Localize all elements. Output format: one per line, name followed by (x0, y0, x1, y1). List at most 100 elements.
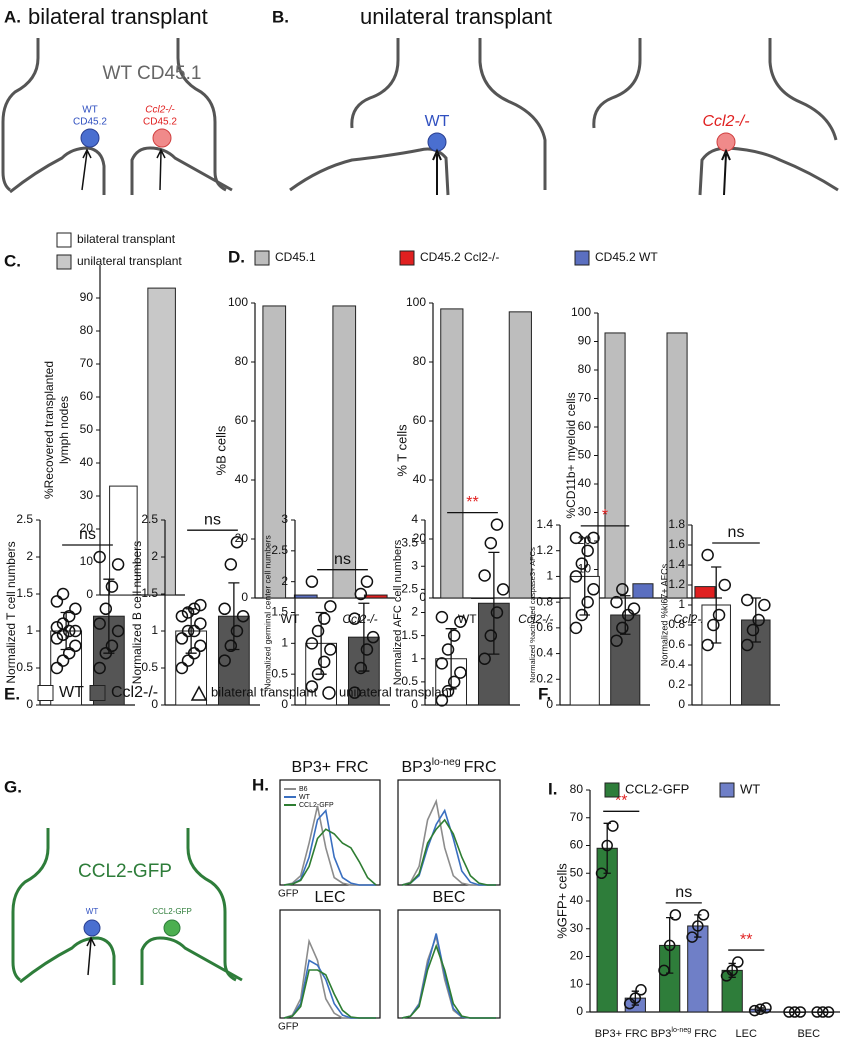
y-tick-label: 90 (578, 334, 592, 348)
legend-label: CD45.1 (275, 250, 316, 264)
bar (694, 586, 716, 599)
y-tick-label: 2 (151, 549, 158, 563)
lymph-node (716, 132, 736, 152)
data-point (441, 643, 455, 656)
data-point (587, 583, 600, 596)
data-point (50, 621, 64, 634)
data-point (305, 680, 319, 693)
body-outline (130, 146, 233, 195)
data-point (93, 617, 106, 630)
data-point (760, 1002, 772, 1014)
histogram-line (401, 943, 496, 1019)
y-tick-label: 1.2 (668, 577, 685, 591)
body-outline (9, 146, 106, 195)
y-axis-label: Normalized germinal center cell numbers (262, 535, 272, 689)
y-tick-label: 0 (26, 697, 33, 711)
y-tick-label: 40 (578, 476, 592, 490)
y-tick-label: 60 (578, 419, 592, 433)
y-tick-label: 40 (235, 472, 249, 486)
legend-swatch (56, 254, 72, 270)
bar (471, 597, 495, 599)
data-point (595, 867, 608, 879)
data-point (305, 575, 319, 588)
body-group (11, 828, 243, 985)
data-point (317, 612, 331, 625)
data-point (181, 606, 195, 619)
panel-label: F. (538, 684, 551, 703)
y-tick-label: 2.5 (16, 512, 33, 526)
y-tick-label: 0.6 (668, 637, 685, 651)
data-point (663, 939, 676, 952)
y-tick-label: 50 (578, 448, 592, 462)
y-tick-label: 1.4 (668, 557, 685, 571)
data-point (50, 661, 64, 675)
legend-swatch (254, 250, 270, 266)
panel-label: G. (4, 777, 22, 796)
data-point (484, 536, 498, 550)
y-tick-label: 0.5 (401, 674, 418, 688)
body-outline (19, 936, 116, 985)
legend-label: WT (740, 781, 760, 796)
y-tick-label: 0 (546, 697, 553, 711)
host-label: WT CD45.1 (103, 63, 202, 84)
bar (666, 332, 688, 599)
data-point (354, 587, 368, 601)
y-axis-label: % T cells (394, 424, 409, 477)
y-tick-label: 70 (570, 810, 584, 824)
data-point (175, 632, 189, 645)
histogram-line (401, 933, 496, 1019)
x-tick-label: WT (458, 612, 477, 626)
data-point (324, 643, 337, 656)
data-point (701, 638, 714, 652)
significance-label: ns (675, 884, 692, 901)
y-axis-label: %B cells (213, 425, 228, 475)
host-label: CCL2-GFP (78, 861, 172, 882)
data-point (478, 569, 491, 582)
y-tick-label: 0.2 (668, 677, 685, 691)
data-point (822, 1006, 835, 1018)
y-tick-label: 1 (151, 623, 158, 637)
legend-swatch (89, 685, 106, 701)
legend-label: CCL2-GFP (299, 802, 334, 809)
x-tick-label-part: BEC (797, 1028, 820, 1040)
legend-swatch (604, 782, 620, 798)
y-tick-label: 0.5 (16, 660, 33, 674)
y-tick-label: 0 (678, 697, 685, 711)
data-point (99, 602, 113, 616)
error-bar (358, 602, 370, 672)
body-outline (698, 146, 839, 196)
significance-label: ns (728, 524, 745, 541)
data-point (187, 646, 201, 660)
y-tick-label: 20 (80, 521, 94, 535)
panel-title: BP3lo-neg FRC (401, 757, 496, 776)
data-point (187, 602, 201, 616)
data-point (616, 621, 629, 635)
plot-frame (397, 779, 501, 886)
histogram-line (401, 798, 496, 886)
arrow (81, 148, 92, 191)
data-point (794, 1006, 807, 1018)
y-tick-label: 50 (80, 422, 94, 436)
x-axis-label: GFP (278, 889, 299, 900)
x-axis-label: GFP (278, 1022, 299, 1033)
bar (109, 485, 138, 596)
y-tick-label: 40 (570, 893, 584, 907)
y-tick-label: 1.5 (141, 586, 158, 600)
legend-label: WT (59, 684, 84, 701)
data-point (817, 1006, 829, 1018)
data-point (441, 684, 455, 698)
legend-swatch (37, 685, 54, 701)
x-tick-label-part: BP3+ FRC (595, 1028, 648, 1040)
y-tick-label: 1 (26, 623, 33, 637)
data-point (218, 654, 231, 667)
data-point (484, 629, 498, 642)
data-point (69, 624, 82, 638)
significance-label: ns (334, 551, 351, 568)
data-point (181, 654, 195, 667)
y-tick-label: 80 (235, 354, 249, 368)
data-point (50, 595, 64, 608)
y-tick-label: 3 (281, 512, 288, 526)
data-point (181, 624, 195, 638)
data-point (175, 609, 189, 623)
bar (539, 597, 563, 599)
